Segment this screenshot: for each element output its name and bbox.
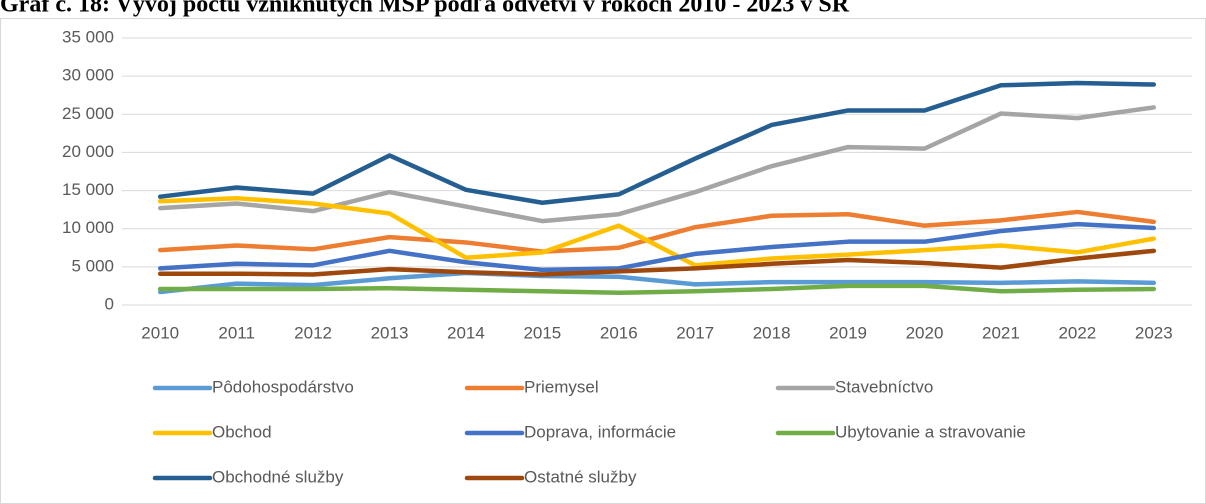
- chart-title: Graf č. 18: Vývoj počtu vzniknutých MSP …: [0, 0, 850, 18]
- series-line: [157, 283, 1157, 296]
- y-tick-label: 15 000: [62, 180, 114, 199]
- x-tick-label: 2013: [371, 323, 409, 342]
- series-line: [157, 248, 1157, 277]
- legend-label: Ubytovanie a stravovanie: [835, 422, 1026, 441]
- x-tick-label: 2022: [1058, 323, 1096, 342]
- legend-label: Stavebníctvo: [835, 377, 933, 396]
- series-line: [157, 195, 1157, 268]
- series-line: [157, 105, 1157, 224]
- x-tick-label: 2016: [600, 323, 638, 342]
- y-tick-label: 0: [105, 294, 114, 313]
- y-tick-label: 25 000: [62, 104, 114, 123]
- x-tick-label: 2011: [218, 323, 255, 342]
- x-tick-label: 2021: [982, 323, 1020, 342]
- series-line: [157, 209, 1157, 254]
- y-tick-label: 35 000: [62, 27, 114, 46]
- legend-label: Obchodné služby: [212, 467, 344, 486]
- x-tick-label: 2023: [1135, 323, 1173, 342]
- legend-label: Priemysel: [524, 377, 599, 396]
- x-tick-label: 2020: [906, 323, 944, 342]
- y-tick-label: 10 000: [62, 218, 114, 237]
- x-tick-label: 2015: [523, 323, 561, 342]
- legend-label: Ostatné služby: [524, 467, 637, 486]
- y-tick-label: 20 000: [62, 142, 114, 161]
- x-tick-label: 2017: [676, 323, 714, 342]
- x-tick-label: 2012: [294, 323, 332, 342]
- y-tick-label: 30 000: [62, 66, 114, 85]
- y-tick-label: 5 000: [71, 256, 114, 275]
- series-line: [157, 270, 1157, 295]
- series-line: [157, 80, 1157, 206]
- legend-label: Obchod: [212, 422, 272, 441]
- legend-label: Doprava, informácie: [524, 422, 676, 441]
- x-tick-label: 2019: [829, 323, 867, 342]
- legend-label: Pôdohospodárstvo: [212, 377, 354, 396]
- x-tick-label: 2010: [141, 323, 179, 342]
- x-tick-label: 2014: [447, 323, 485, 342]
- x-tick-label: 2018: [753, 323, 791, 342]
- series-line: [157, 221, 1157, 273]
